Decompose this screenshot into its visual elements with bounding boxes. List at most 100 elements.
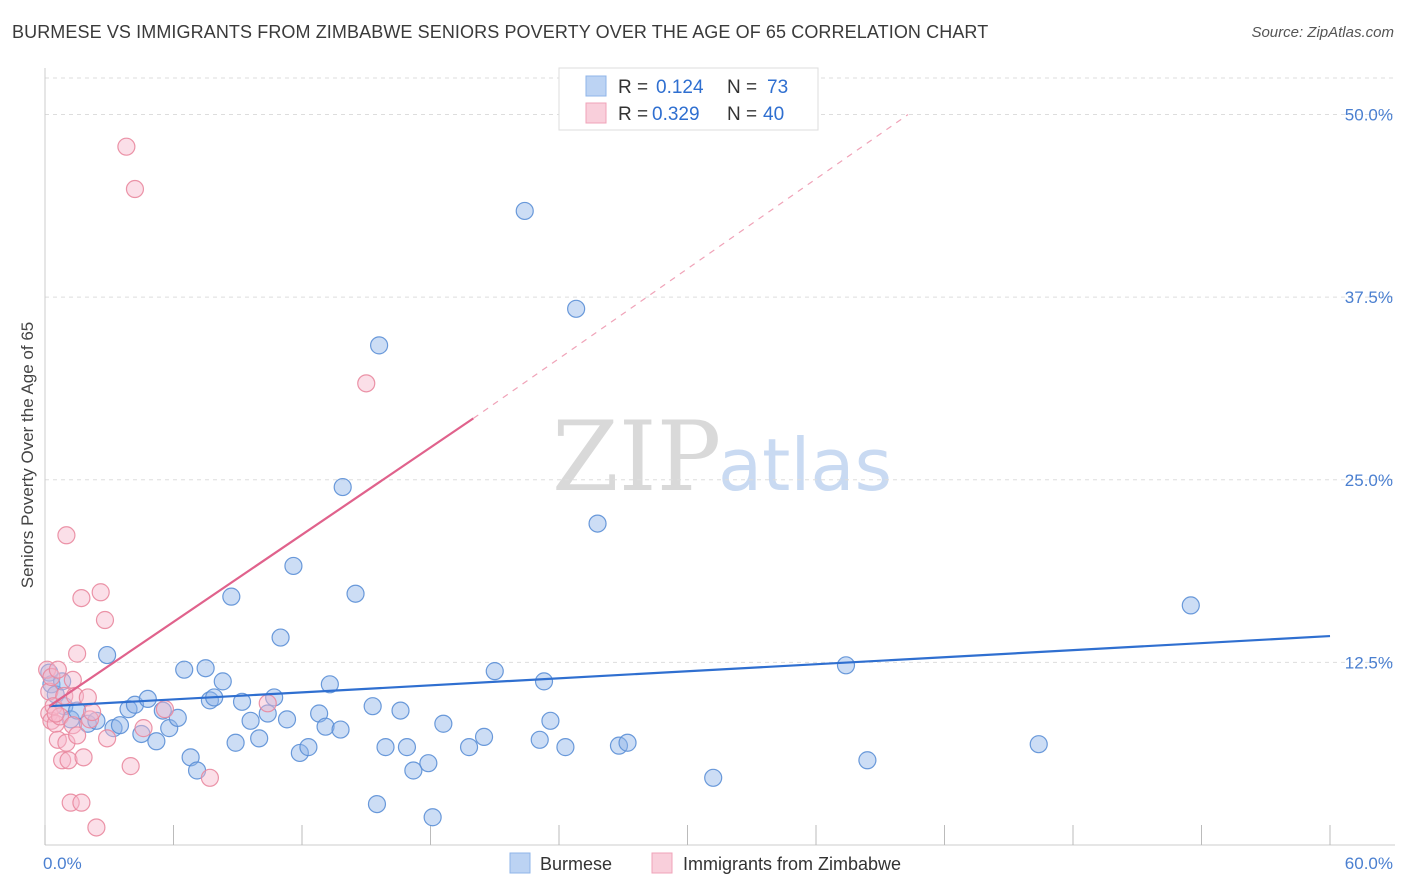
legend-n-label-2: N =	[727, 104, 757, 125]
x-tick-label-min: 0.0%	[43, 854, 82, 873]
source-label: Source: ZipAtlas.com	[1251, 24, 1394, 41]
burmese-point	[459, 738, 479, 757]
burmese-point	[397, 738, 417, 757]
bottom-legend: Burmese Immigrants from Zimbabwe	[509, 852, 901, 874]
burmese-point	[618, 733, 637, 752]
zimbabwe-point	[53, 751, 72, 770]
zimbabwe-point	[80, 710, 100, 729]
burmese-point	[284, 556, 303, 576]
y-tick-label: 25.0%	[1345, 471, 1393, 490]
burmese-point	[331, 720, 350, 739]
legend-swatch-burmese	[585, 75, 607, 97]
zimbabwe-point	[200, 768, 220, 787]
zimbabwe-point	[83, 702, 102, 722]
zimbabwe-point	[59, 751, 78, 770]
zimbabwe-point	[74, 748, 93, 767]
zimbabwe-point	[117, 137, 136, 156]
zimbabwe-point	[63, 670, 82, 690]
burmese-point	[836, 656, 856, 675]
zimbabwe-point	[68, 644, 87, 663]
zimbabwe-point	[63, 716, 82, 735]
burmese-point	[333, 477, 352, 497]
zimbabwe-point	[91, 583, 110, 602]
legend-n-value-2: 40	[763, 104, 784, 125]
bottom-legend-swatch-zimbabwe	[651, 852, 673, 874]
trend-lines	[48, 114, 1331, 708]
burmese-point	[858, 751, 877, 770]
burmese-point	[250, 729, 269, 748]
zimbabwe-point	[125, 179, 145, 199]
burmese-point	[271, 628, 290, 647]
burmese-point	[404, 761, 423, 780]
bottom-legend-label-zimbabwe: Immigrants from Zimbabwe	[683, 854, 901, 874]
zimbabwe-point	[87, 818, 106, 837]
burmese-point	[98, 645, 117, 665]
legend-swatch-zimbabwe	[585, 102, 607, 124]
zimbabwe-point	[78, 688, 97, 707]
burmese-point	[515, 201, 534, 221]
burmese-point	[277, 710, 297, 729]
burmese-point	[1181, 596, 1200, 615]
y-tick-label: 37.5%	[1345, 288, 1393, 307]
zimbabwe-point	[98, 729, 117, 748]
chart-title: BURMESE VS IMMIGRANTS FROM ZIMBABWE SENI…	[12, 22, 989, 42]
zimbabwe-point	[357, 374, 376, 393]
burmese-point	[588, 514, 607, 533]
zimbabwe-point	[134, 719, 153, 738]
burmese-point	[226, 733, 245, 752]
burmese-point	[474, 727, 494, 746]
burmese-point	[258, 704, 277, 723]
burmese-point	[222, 587, 241, 606]
burmese-point	[485, 662, 504, 681]
burmese-point	[346, 584, 365, 603]
legend-box: R = 0.124 N = 73 R = 0.329 N = 40	[558, 67, 819, 131]
burmese-point	[110, 716, 130, 735]
burmese-point	[241, 711, 260, 730]
axes	[44, 68, 1395, 846]
burmese-trend-line	[49, 634, 1331, 708]
legend-r-value-2: 0.329	[652, 104, 700, 125]
bottom-legend-swatch-burmese	[509, 852, 531, 874]
legend-r-label-2: R =	[618, 104, 648, 125]
legend-r-value-1: 0.124	[656, 77, 704, 98]
watermark-zip: ZIP	[552, 401, 721, 513]
watermark-atlas: atlas	[718, 423, 892, 507]
burmese-point	[367, 794, 387, 814]
burmese-point	[147, 732, 166, 751]
burmese-point	[138, 689, 157, 709]
burmese-point	[534, 672, 554, 691]
zimbabwe-point	[48, 660, 67, 679]
burmese-point	[376, 738, 395, 757]
burmese-point	[316, 717, 335, 736]
burmese-point	[196, 659, 215, 678]
burmese-point	[704, 768, 723, 787]
burmese-point	[391, 701, 410, 720]
burmese-point	[541, 711, 560, 730]
bottom-legend-label-burmese: Burmese	[540, 854, 612, 874]
burmese-point	[556, 738, 575, 757]
zimbabwe-point	[72, 588, 91, 608]
zimbabwe-point	[57, 733, 76, 752]
legend-n-label-1: N =	[727, 77, 757, 98]
burmese-point	[530, 730, 549, 749]
zimbabwe-point	[155, 700, 175, 719]
burmese-point	[434, 714, 453, 733]
zimbabwe-point	[121, 757, 140, 776]
zimbabwe-point	[57, 526, 76, 545]
y-tick-label: 50.0%	[1345, 106, 1393, 125]
burmese-point	[168, 708, 187, 727]
grid-lines	[45, 77, 1395, 663]
zimbabwe-point	[68, 726, 87, 745]
zimbabwe-point	[258, 694, 277, 713]
zimbabwe-trend-extension	[472, 114, 909, 419]
burmese-point	[320, 675, 339, 694]
burmese-point	[363, 697, 382, 716]
zimbabwe-point	[46, 704, 65, 723]
burmese-point	[232, 692, 252, 711]
zimbabwe-point	[95, 610, 115, 630]
zimbabwe-trend-line	[48, 417, 474, 708]
burmese-point	[213, 672, 232, 691]
burmese-point	[299, 738, 318, 757]
tick-labels: 12.5% 25.0% 37.5% 50.0% 0.0% 60.0%	[43, 106, 1393, 873]
